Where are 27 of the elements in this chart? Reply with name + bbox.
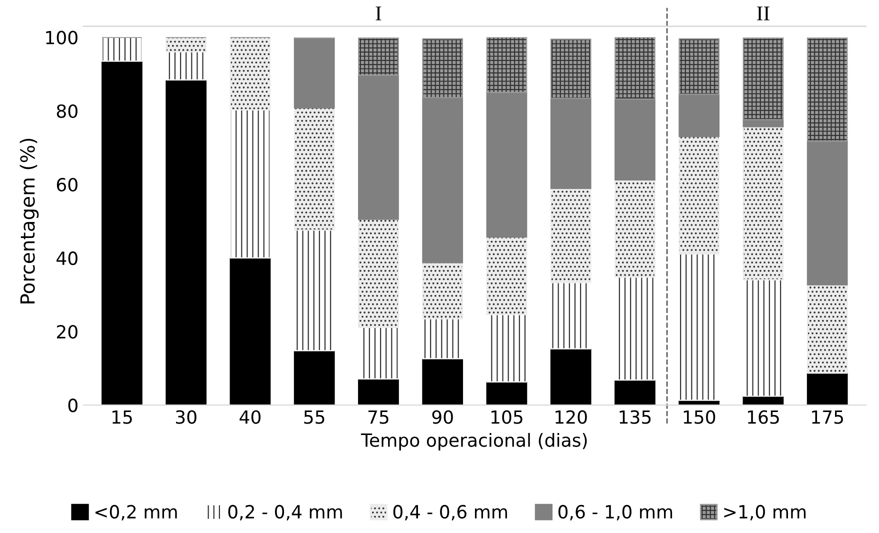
legend-label: <0,2 mm bbox=[95, 504, 177, 520]
x-tick-label: 30 bbox=[176, 410, 196, 424]
y-tick-label: 80 bbox=[56, 104, 78, 118]
y-axis-title: Porcentagem (%) bbox=[20, 138, 39, 304]
x-tick-label: 55 bbox=[304, 410, 324, 424]
x-axis-title: Tempo operacional (dias) bbox=[360, 432, 587, 450]
legend-label: 0,4 - 0,6 mm bbox=[393, 504, 507, 520]
x-tick-label: 165 bbox=[748, 410, 779, 424]
y-tick-label: 40 bbox=[56, 251, 78, 266]
text: I bbox=[376, 6, 382, 20]
legend-label: 0,2 - 0,4 mm bbox=[228, 504, 342, 520]
y-tick-label: 20 bbox=[56, 324, 78, 339]
x-tick-label: 90 bbox=[432, 410, 453, 424]
x-tick-label: 150 bbox=[684, 410, 716, 424]
y-tick-label: 100 bbox=[46, 30, 78, 44]
y-tick-label: 60 bbox=[56, 178, 78, 192]
text: II bbox=[757, 6, 770, 20]
x-tick-label: 15 bbox=[112, 410, 132, 424]
x-tick-label: 175 bbox=[812, 410, 843, 424]
x-tick-label: 75 bbox=[368, 410, 388, 424]
y-tick-label: 0 bbox=[68, 398, 78, 412]
x-tick-label: 105 bbox=[491, 410, 522, 424]
x-tick-label: 40 bbox=[240, 410, 261, 424]
x-tick-label: 120 bbox=[556, 410, 587, 424]
legend-label: 0,6 - 1,0 mm bbox=[558, 504, 672, 520]
legend-label: >1,0 mm bbox=[724, 504, 806, 520]
x-tick-label: 135 bbox=[620, 410, 651, 424]
